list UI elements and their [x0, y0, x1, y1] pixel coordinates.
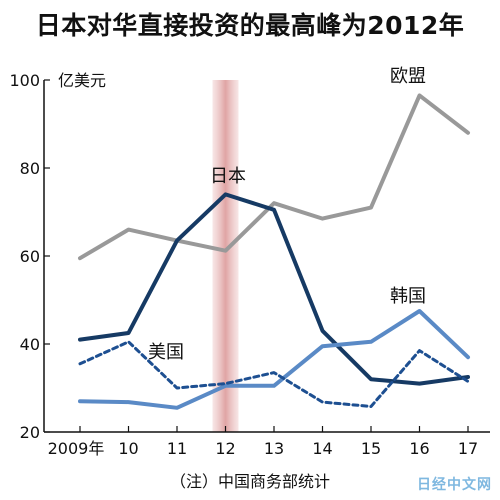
x-tick-label: 15: [361, 439, 381, 458]
x-tick-label: 16: [409, 439, 429, 458]
y-tick-label: 40: [20, 335, 40, 354]
y-tick-label: 80: [20, 159, 40, 178]
series-line: [78, 309, 470, 410]
x-tick-label: 10: [118, 439, 138, 458]
series-line: [78, 340, 470, 408]
x-tick-label: 14: [312, 439, 332, 458]
x-tick-label: 13: [264, 439, 284, 458]
series-line: [78, 93, 470, 261]
series-label: 日本: [210, 166, 246, 187]
y-tick-label: 60: [20, 247, 40, 266]
series-label: 欧盟: [390, 66, 426, 87]
series-label: 韩国: [390, 286, 426, 307]
x-tick-label: 11: [167, 439, 187, 458]
x-tick-label: 17: [458, 439, 478, 458]
y-tick-label: 20: [20, 423, 40, 442]
source-note: （注）中国商务部统计: [169, 472, 330, 491]
x-tick-label: 2009年: [48, 439, 105, 458]
watermark-logo: 日经中文网: [417, 477, 492, 493]
unit-label: 亿美元: [58, 71, 106, 90]
series-line: [78, 192, 470, 386]
chart-title: 日本对华直接投资的最高峰为2012年: [35, 11, 465, 40]
highlight-band: [212, 80, 239, 432]
y-tick-label: 100: [9, 71, 40, 90]
x-tick-label: 12: [215, 439, 235, 458]
series-label: 美国: [148, 342, 184, 363]
